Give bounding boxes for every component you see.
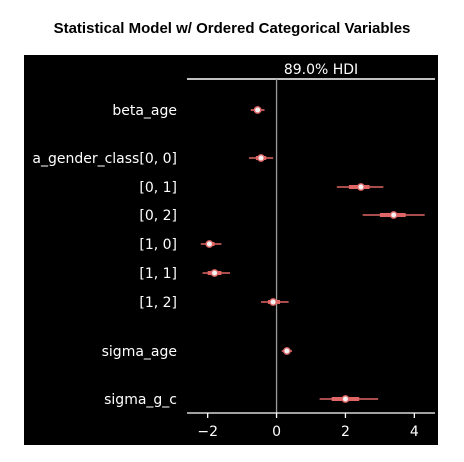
forest-row: a_gender_class[0, 0] xyxy=(32,151,274,167)
rows-group: beta_age a_gender_class[0, 0] [0, 1] [0, 2]… xyxy=(32,103,425,408)
mean-point xyxy=(357,183,365,191)
forest-row: beta_age xyxy=(112,103,265,119)
row-label: sigma_age xyxy=(102,344,177,360)
mean-point xyxy=(210,269,219,277)
x-tick-label: 0 xyxy=(272,424,281,440)
row-label: beta_age xyxy=(112,103,177,119)
hdi-label: 89.0% HDI xyxy=(284,62,358,78)
x-ticks-group: −2 0 2 4 xyxy=(197,413,419,440)
mean-point xyxy=(253,106,262,114)
forest-row: [1, 2] xyxy=(139,295,289,311)
x-tick-label: −2 xyxy=(197,424,218,440)
row-label: sigma_g_c xyxy=(104,392,177,408)
mean-point xyxy=(389,211,398,219)
forest-plot-panel: 89.0% HDI beta_age a_gender_class[0, 0] [0… xyxy=(24,55,438,445)
row-label: a_gender_class[0, 0] xyxy=(32,151,177,167)
x-tick-label: 4 xyxy=(410,424,419,440)
forest-row: sigma_g_c xyxy=(104,392,379,408)
row-label: [0, 1] xyxy=(139,180,177,196)
forest-row: [1, 0] xyxy=(139,237,222,253)
forest-row: [0, 2] xyxy=(139,208,425,224)
x-tick-label: 2 xyxy=(341,424,350,440)
forest-row: [0, 1] xyxy=(139,180,384,196)
row-label: [0, 2] xyxy=(139,208,177,224)
chart-title: Statistical Model w/ Ordered Categorical… xyxy=(53,20,411,37)
mean-point xyxy=(269,298,278,306)
mean-point xyxy=(341,395,350,403)
mean-point xyxy=(257,154,265,162)
forest-row: sigma_age xyxy=(102,344,293,360)
row-label: [1, 0] xyxy=(139,237,177,253)
forest-row: [1, 1] xyxy=(139,266,231,282)
row-label: [1, 1] xyxy=(139,266,177,282)
row-label: [1, 2] xyxy=(139,295,177,311)
mean-point xyxy=(282,347,291,355)
mean-point xyxy=(205,240,214,248)
forest-plot: 89.0% HDI beta_age a_gender_class[0, 0] [0… xyxy=(32,62,435,440)
